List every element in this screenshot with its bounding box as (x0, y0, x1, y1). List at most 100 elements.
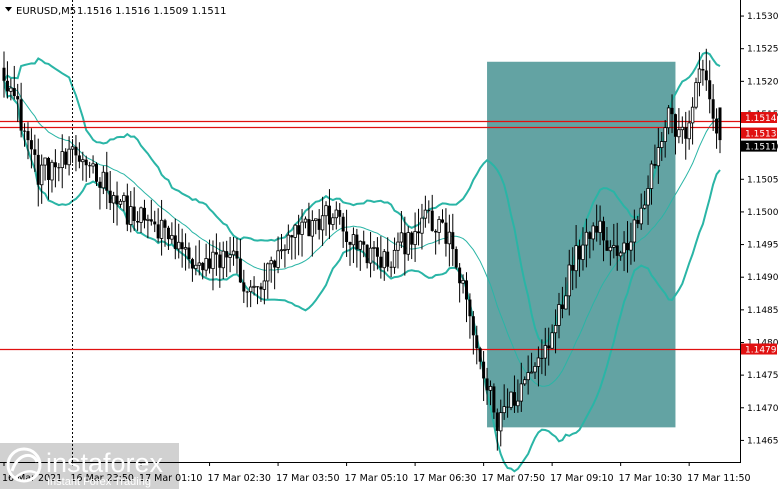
candle (204, 243, 208, 277)
candle-body-bear (362, 241, 366, 245)
candle-body-bear (595, 225, 599, 233)
time-tick-label: 16 Mar 23:50 (71, 473, 134, 484)
candle-body-bear (36, 154, 40, 185)
candle-body-bull (663, 127, 667, 142)
candle-body-bull (39, 164, 44, 186)
candle-body-bull (553, 325, 558, 334)
candle-body-bull (608, 246, 613, 252)
candle (105, 151, 109, 210)
candle (177, 223, 181, 259)
candle-body-bear (540, 357, 544, 359)
candle-body-bull (324, 205, 328, 217)
candle (238, 239, 242, 283)
candle-body-bear (345, 231, 349, 243)
candle (348, 241, 352, 266)
symbol-dropdown-triangle-icon[interactable] (5, 7, 12, 12)
candle (547, 327, 551, 366)
candle (225, 240, 229, 278)
candle (197, 240, 201, 276)
candle-body-bear (341, 216, 345, 232)
candle (43, 157, 47, 181)
time-tick-label: 17 Mar 06:30 (413, 473, 476, 484)
candle-body-bear (495, 412, 499, 431)
candle (471, 311, 475, 355)
candle-body-bull (303, 218, 308, 223)
candle (584, 218, 589, 268)
candle-body-bear (64, 151, 68, 165)
candle (567, 249, 571, 316)
candle-body-bear (153, 221, 157, 225)
candle-body-bear (190, 259, 194, 269)
candle (523, 376, 527, 386)
candle (423, 195, 428, 228)
candle-body-bear (403, 232, 407, 255)
candle (23, 123, 27, 147)
candle (560, 286, 564, 319)
candle (307, 202, 311, 237)
candle-body-bull (283, 249, 287, 251)
candle (149, 199, 153, 226)
candle (444, 208, 448, 257)
candle-body-bear (492, 386, 496, 413)
candle-body-bull (279, 249, 284, 252)
candle (578, 239, 582, 277)
candle-body-bull (204, 258, 208, 271)
candle-body-bull (649, 163, 654, 189)
candle-body-bear (434, 230, 438, 233)
candle (557, 292, 561, 339)
candle (259, 282, 263, 302)
candle-body-bear (108, 190, 112, 204)
candle (427, 200, 431, 224)
candle (290, 234, 294, 260)
candle (94, 162, 98, 186)
upper-bollinger-band (3, 51, 721, 344)
candle-body-bear (259, 286, 263, 290)
candle-body-bull (358, 240, 362, 250)
candle (279, 233, 284, 260)
candle (454, 246, 458, 270)
candle (516, 379, 520, 413)
candle-body-bull (629, 241, 633, 251)
candle-body-bull (461, 280, 465, 284)
candle-body-bear (156, 224, 160, 239)
candle-body-bull (660, 141, 664, 148)
candle-body-bear (478, 348, 482, 362)
candle (283, 244, 287, 268)
candle-body-bull (437, 219, 441, 233)
candle (536, 346, 541, 387)
candle-body-bear (105, 172, 109, 191)
candle (310, 210, 315, 257)
middle-bollinger-band (3, 80, 721, 387)
candle-body-bear (653, 164, 657, 166)
candle (362, 230, 366, 258)
candle (553, 309, 558, 354)
candle (492, 383, 496, 419)
candle (262, 262, 267, 305)
candle-body-bull (122, 195, 126, 202)
candle (88, 161, 92, 178)
candle-body-bull (286, 234, 291, 250)
candle-body-bear (670, 107, 674, 115)
candle (269, 256, 273, 283)
candle (108, 170, 112, 211)
candle-body-bull (351, 234, 356, 246)
candle (47, 156, 51, 200)
candle-body-bear (578, 245, 582, 260)
candle-body-bear (19, 99, 23, 131)
candle-body-bull (523, 379, 527, 385)
candle (591, 222, 595, 251)
candle-body-bull (574, 245, 578, 272)
candle (276, 236, 280, 274)
candle-body-bear (225, 251, 229, 258)
globe-swirl-icon (6, 447, 42, 483)
candle-body-bull (334, 209, 339, 219)
candle (608, 240, 613, 266)
candle-body-bear (430, 210, 434, 231)
candle-body-bull (266, 263, 270, 282)
candle-body-bear (163, 220, 167, 228)
candle-body-bull (612, 245, 616, 248)
price-tick-label: 1.1470 (747, 404, 779, 414)
candle (690, 97, 695, 145)
